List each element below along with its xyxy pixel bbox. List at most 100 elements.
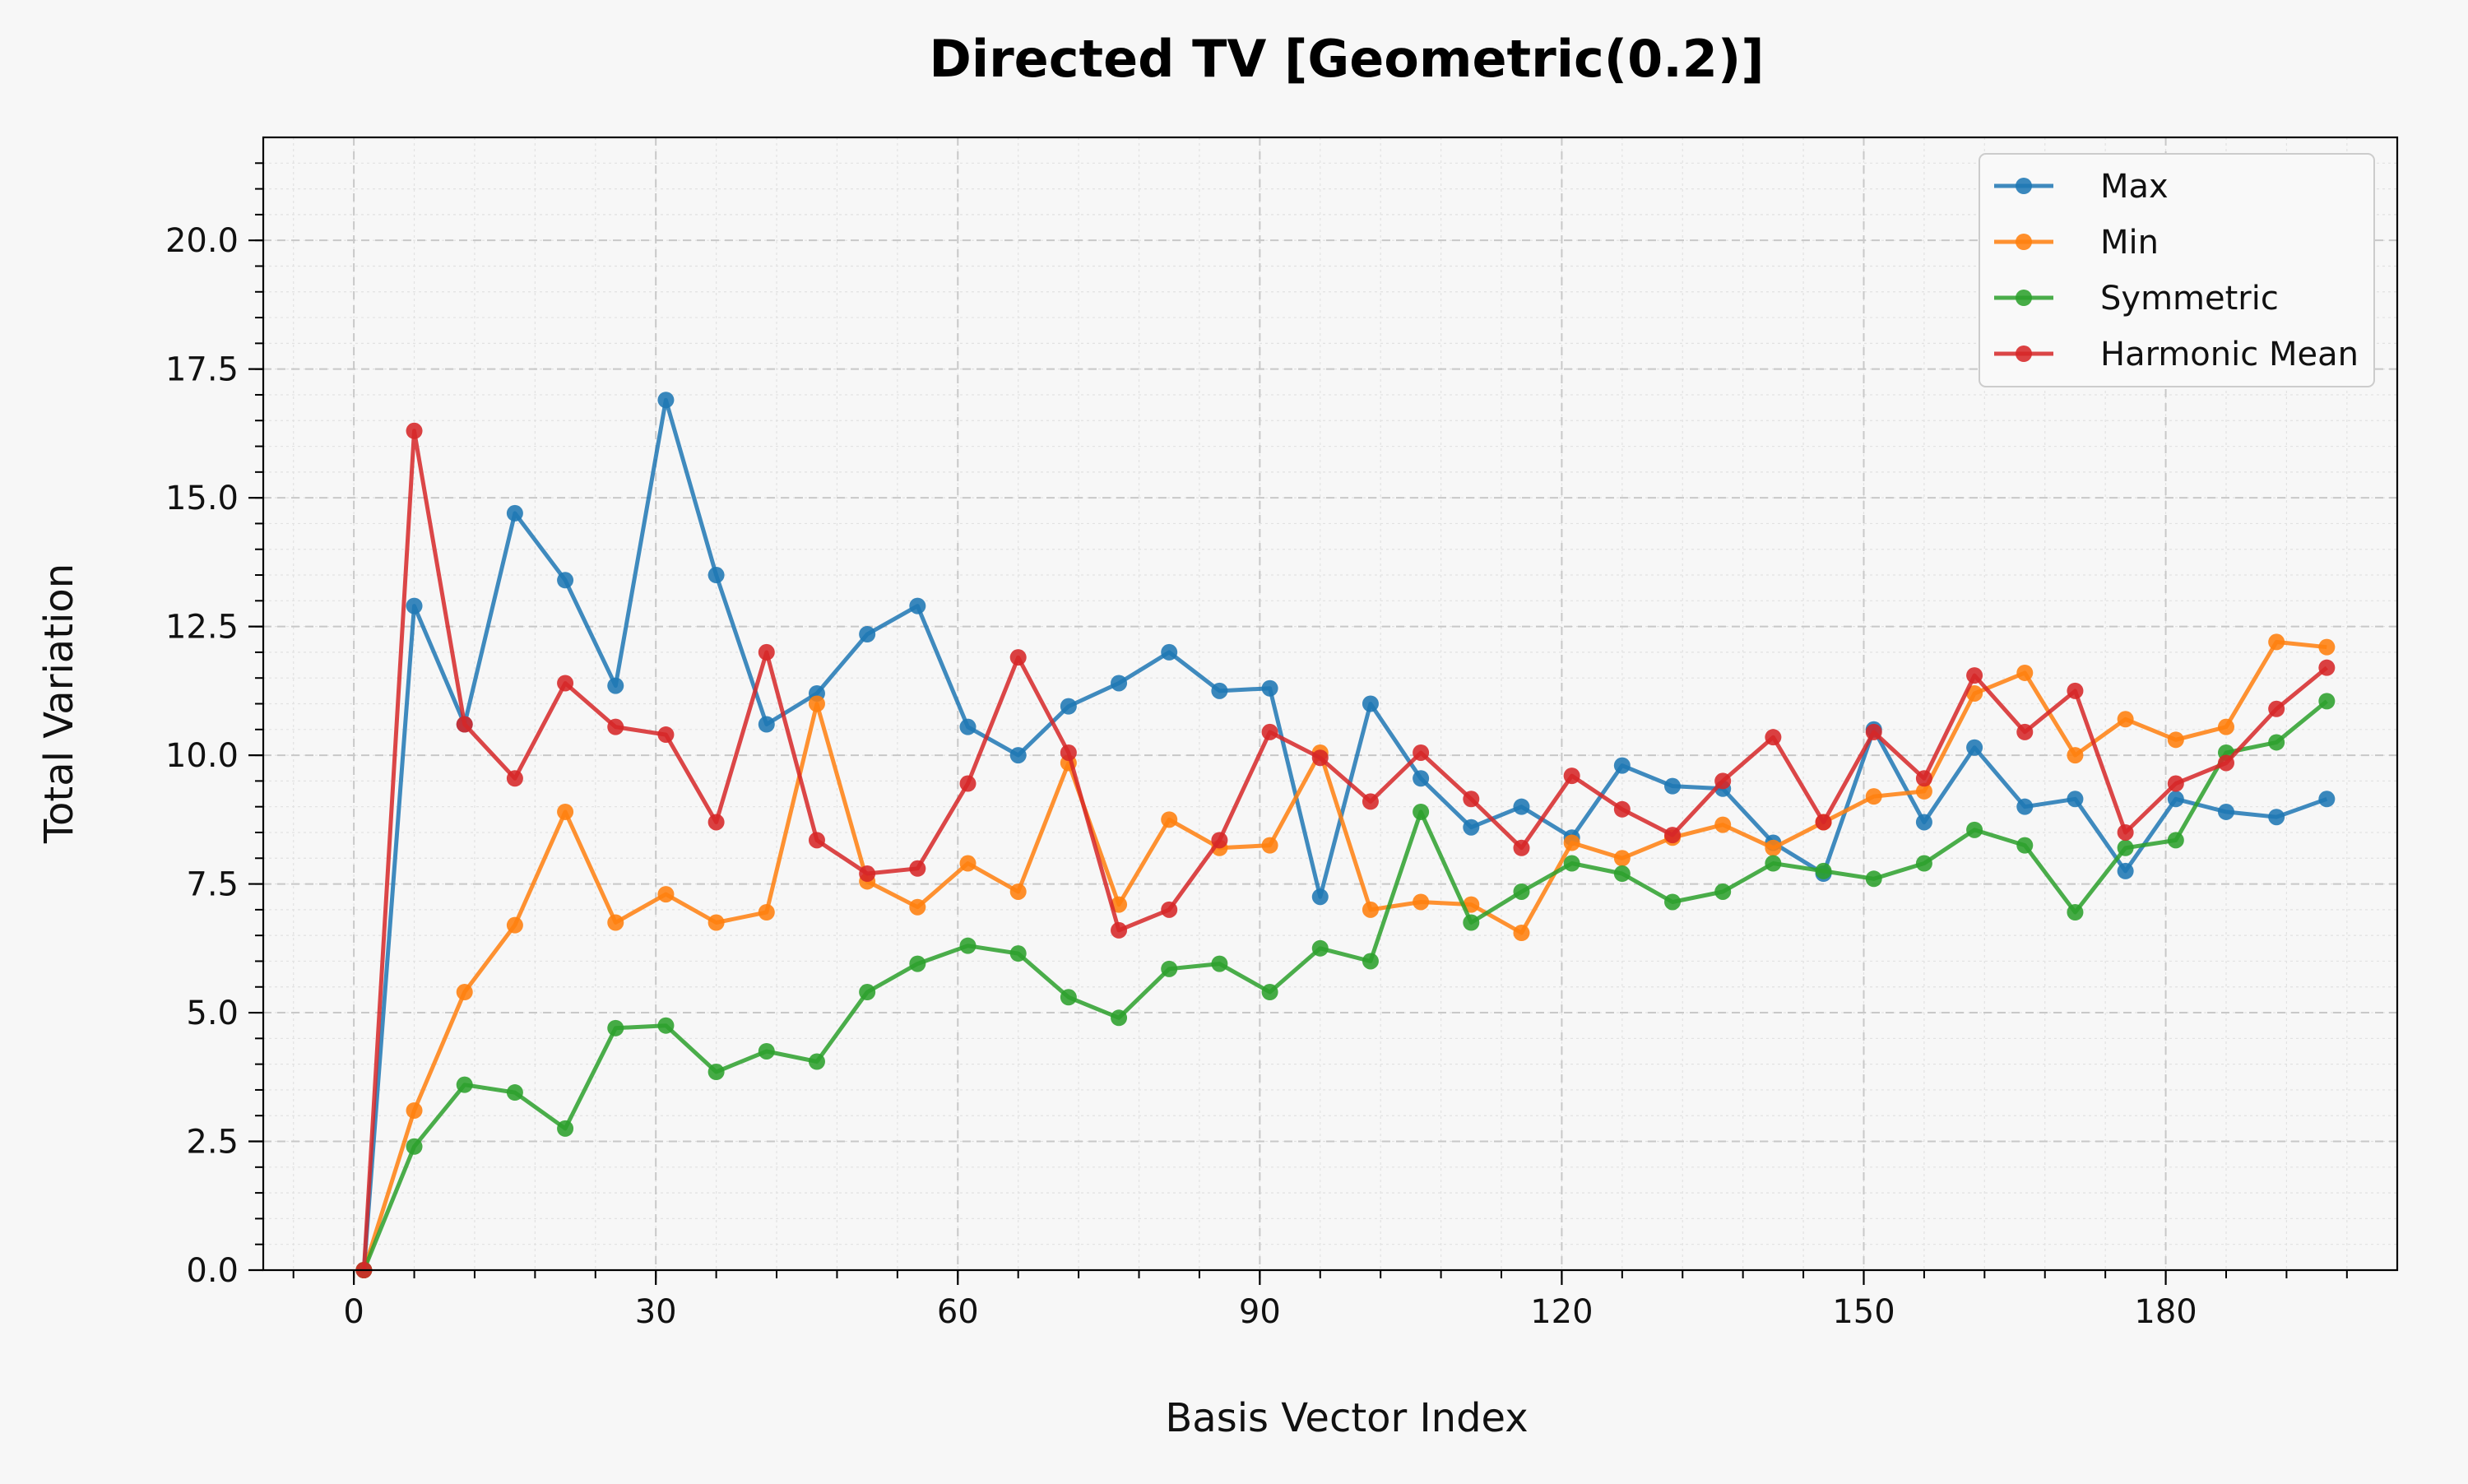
data-point-max xyxy=(557,572,574,589)
legend-swatch-marker xyxy=(2016,345,2032,362)
data-point-max xyxy=(1613,757,1631,774)
data-point-harmonic-mean xyxy=(2268,700,2285,717)
data-point-min xyxy=(506,916,523,934)
series-line-symmetric xyxy=(362,699,2328,1271)
data-point-min xyxy=(1362,901,1379,918)
data-point-symmetric xyxy=(1815,862,1832,879)
data-point-harmonic-mean xyxy=(456,716,473,733)
y-tick-label: 15.0 xyxy=(165,480,239,517)
series-layer xyxy=(355,392,2336,1278)
data-point-harmonic-mean xyxy=(1060,744,1077,761)
x-axis-label: Basis Vector Index xyxy=(1165,1395,1528,1441)
data-point-min xyxy=(406,1101,423,1119)
data-point-symmetric xyxy=(406,1138,423,1155)
data-point-max xyxy=(959,718,977,735)
legend-label: Harmonic Mean xyxy=(2100,336,2359,373)
legend-box xyxy=(1979,153,2375,387)
series-line-harmonic-mean xyxy=(361,429,2328,1271)
data-point-symmetric xyxy=(2067,903,2084,921)
data-point-symmetric xyxy=(1261,984,1278,1001)
data-point-max xyxy=(909,597,926,614)
data-point-harmonic-mean xyxy=(1714,772,1732,790)
data-point-harmonic-mean xyxy=(1261,723,1278,740)
data-point-harmonic-mean xyxy=(859,865,876,883)
data-point-max xyxy=(1362,695,1379,712)
data-point-harmonic-mean xyxy=(1865,723,1882,740)
data-point-min xyxy=(1513,925,1530,942)
data-point-harmonic-mean xyxy=(2217,754,2234,772)
data-point-max xyxy=(2167,791,2184,808)
data-point-symmetric xyxy=(2318,693,2336,710)
data-point-symmetric xyxy=(2117,839,2134,856)
data-point-min xyxy=(2268,633,2285,651)
data-point-min xyxy=(2067,747,2084,764)
data-point-harmonic-mean xyxy=(1563,768,1580,785)
data-point-symmetric xyxy=(859,984,876,1001)
x-axis: 0 30 60 90 120 150 180 xyxy=(292,1270,2348,1331)
data-point-max xyxy=(758,716,775,733)
data-point-symmetric xyxy=(456,1076,473,1093)
y-axis-label: Total Variation xyxy=(36,563,82,844)
data-point-symmetric xyxy=(506,1084,523,1101)
data-point-harmonic-mean xyxy=(2067,682,2084,699)
data-point-symmetric xyxy=(707,1064,725,1081)
data-point-symmetric xyxy=(1563,855,1580,872)
y-tick-label: 0.0 xyxy=(186,1252,239,1290)
y-tick-label: 20.0 xyxy=(165,222,239,260)
data-point-max xyxy=(1009,747,1027,764)
data-point-harmonic-mean xyxy=(2016,723,2034,740)
y-axis: 0.0 2.5 5.0 7.5 10.0 12.5 15.0 17.5 20.0 xyxy=(165,162,263,1290)
data-point-harmonic-mean xyxy=(1966,667,1983,684)
legend-item-harmonic-mean: Harmonic Mean xyxy=(1994,336,2359,373)
x-tick-label: 60 xyxy=(937,1293,979,1331)
data-point-symmetric xyxy=(808,1053,825,1070)
data-point-max xyxy=(607,677,624,694)
data-point-max xyxy=(1463,819,1480,836)
data-point-harmonic-mean xyxy=(657,726,675,744)
data-point-symmetric xyxy=(1362,953,1379,970)
legend: Max Min Symmetric Harmonic Mean xyxy=(1979,153,2375,387)
data-point-harmonic-mean xyxy=(1664,827,1682,844)
data-point-symmetric xyxy=(1664,893,1682,911)
data-point-symmetric xyxy=(1613,865,1631,883)
legend-label: Min xyxy=(2100,224,2159,262)
data-point-symmetric xyxy=(758,1042,775,1060)
data-point-symmetric xyxy=(1211,955,1228,972)
data-point-min xyxy=(2217,718,2234,735)
data-point-min xyxy=(1161,811,1178,828)
data-point-harmonic-mean xyxy=(959,775,977,792)
y-tick-label: 12.5 xyxy=(165,609,239,647)
data-point-min xyxy=(1613,850,1631,867)
data-point-harmonic-mean xyxy=(1613,800,1631,818)
data-point-symmetric xyxy=(1714,883,1732,900)
data-point-min xyxy=(1009,883,1027,900)
x-tick-label: 30 xyxy=(635,1293,677,1331)
data-point-max xyxy=(1111,675,1128,692)
data-point-harmonic-mean xyxy=(1765,729,1782,746)
data-point-symmetric xyxy=(959,937,977,954)
data-point-harmonic-mean xyxy=(707,814,725,831)
data-point-harmonic-mean xyxy=(1311,749,1329,767)
data-point-min xyxy=(1865,788,1882,805)
data-point-min xyxy=(959,855,977,872)
data-point-min xyxy=(2117,711,2134,728)
data-point-max xyxy=(506,504,523,522)
data-point-min xyxy=(2167,731,2184,749)
data-point-symmetric xyxy=(1161,960,1178,977)
data-point-symmetric xyxy=(1111,1009,1128,1027)
data-point-max xyxy=(1211,682,1228,699)
data-point-max xyxy=(1915,814,1932,831)
data-point-max xyxy=(2318,791,2336,808)
data-point-min xyxy=(707,914,725,931)
data-point-harmonic-mean xyxy=(1513,839,1530,856)
data-point-min xyxy=(1714,816,1732,833)
data-point-max xyxy=(1413,770,1430,787)
y-tick-label: 17.5 xyxy=(165,351,239,389)
data-point-symmetric xyxy=(2167,832,2184,849)
data-point-harmonic-mean xyxy=(506,770,523,787)
data-point-min xyxy=(2318,638,2336,656)
data-point-harmonic-mean xyxy=(909,860,926,877)
data-point-symmetric xyxy=(1765,855,1782,872)
